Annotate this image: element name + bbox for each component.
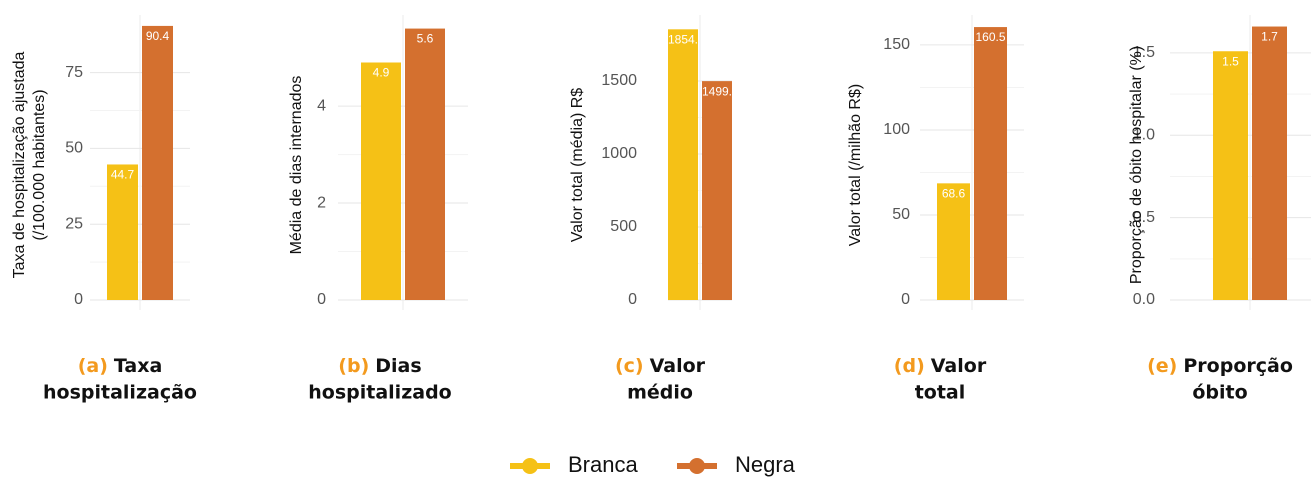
caption: (b) Dias: [338, 355, 421, 377]
value-label: 4.9: [373, 66, 390, 80]
y-tick-label: 100: [883, 121, 910, 138]
y-tick-label: 4: [317, 97, 326, 114]
legend-swatch: [522, 458, 538, 474]
value-label: 5.6: [417, 32, 434, 46]
y-tick-label: 1000: [601, 145, 637, 162]
caption: hospitalizado: [308, 382, 451, 404]
caption: (d) Valor: [894, 355, 987, 377]
caption: médio: [627, 382, 693, 404]
caption: total: [915, 382, 966, 404]
caption: hospitalização: [43, 382, 197, 404]
y-axis-label: Valor total (/milhão R$): [847, 84, 864, 246]
y-tick-label: 0: [628, 291, 637, 308]
y-tick-label: 500: [610, 218, 637, 235]
y-tick-label: 50: [65, 140, 83, 157]
bar: [937, 183, 970, 300]
y-tick-label: 75: [65, 64, 83, 81]
bar: [1213, 51, 1248, 300]
caption-text: Taxa: [114, 355, 162, 377]
value-label: 90.4: [146, 29, 170, 43]
bar: [702, 81, 732, 300]
value-label: 44.7: [111, 168, 135, 182]
bar: [107, 164, 138, 300]
bar: [974, 27, 1007, 300]
y-tick-label: 0: [74, 291, 83, 308]
legend-swatch: [689, 458, 705, 474]
caption: (e) Proporção: [1147, 355, 1293, 377]
y-tick-label: 1500: [601, 72, 637, 89]
bar: [142, 25, 173, 300]
value-label: 160.5: [975, 30, 1005, 44]
y-axis-label: Valor total (média) R$: [569, 88, 586, 243]
bar: [361, 62, 401, 300]
y-tick-label: 0.0: [1133, 291, 1155, 308]
y-axis-label: Taxa de hospitalização ajustada: [11, 51, 28, 278]
caption-tag: (b): [338, 355, 369, 377]
caption-text: Dias: [375, 355, 421, 377]
y-tick-label: 150: [883, 36, 910, 53]
caption-text: Valor: [931, 355, 987, 377]
caption-text: Valor: [650, 355, 706, 377]
value-label: 1.7: [1261, 30, 1278, 44]
value-label: 1499.: [702, 84, 732, 98]
y-tick-label: 0: [317, 291, 326, 308]
value-label: 1.5: [1222, 54, 1239, 68]
caption-tag: (c): [615, 355, 644, 377]
y-tick-label: 0: [901, 291, 910, 308]
bar: [405, 28, 445, 300]
value-label: 68.6: [942, 187, 966, 201]
caption-tag: (d): [894, 355, 925, 377]
y-axis-label: Proporção de óbito hospitalar (%): [1128, 46, 1145, 284]
bars: 1.5 1.7: [1213, 26, 1287, 300]
caption-text: Proporção: [1183, 355, 1293, 377]
caption: (c) Valor: [615, 355, 706, 377]
bar: [1252, 26, 1287, 300]
caption: (a) Taxa: [78, 355, 163, 377]
bars: 68.6 160.5: [937, 27, 1007, 300]
caption-tag: (e): [1147, 355, 1177, 377]
bars: 44.7 90.4: [107, 25, 173, 300]
y-tick-label: 50: [892, 206, 910, 223]
caption-tag: (a): [78, 355, 108, 377]
y-tick-label: 1.0: [1133, 126, 1155, 143]
y-axis-label: Média de dias internados: [288, 76, 305, 255]
legend-label: Negra: [735, 452, 796, 477]
y-tick-label: 0.5: [1133, 209, 1155, 226]
value-label: 1854.: [668, 32, 698, 46]
bars: 4.9 5.6: [361, 28, 445, 300]
y-axis-label: (/100.000 habitantes): [31, 89, 48, 240]
bars: 1854. 1499.: [668, 29, 732, 300]
y-tick-label: 25: [65, 215, 83, 232]
legend-label: Branca: [568, 452, 638, 477]
caption: óbito: [1192, 382, 1247, 404]
y-tick-label: 1.5: [1133, 44, 1155, 61]
bar: [668, 29, 698, 300]
y-tick-label: 2: [317, 194, 326, 211]
